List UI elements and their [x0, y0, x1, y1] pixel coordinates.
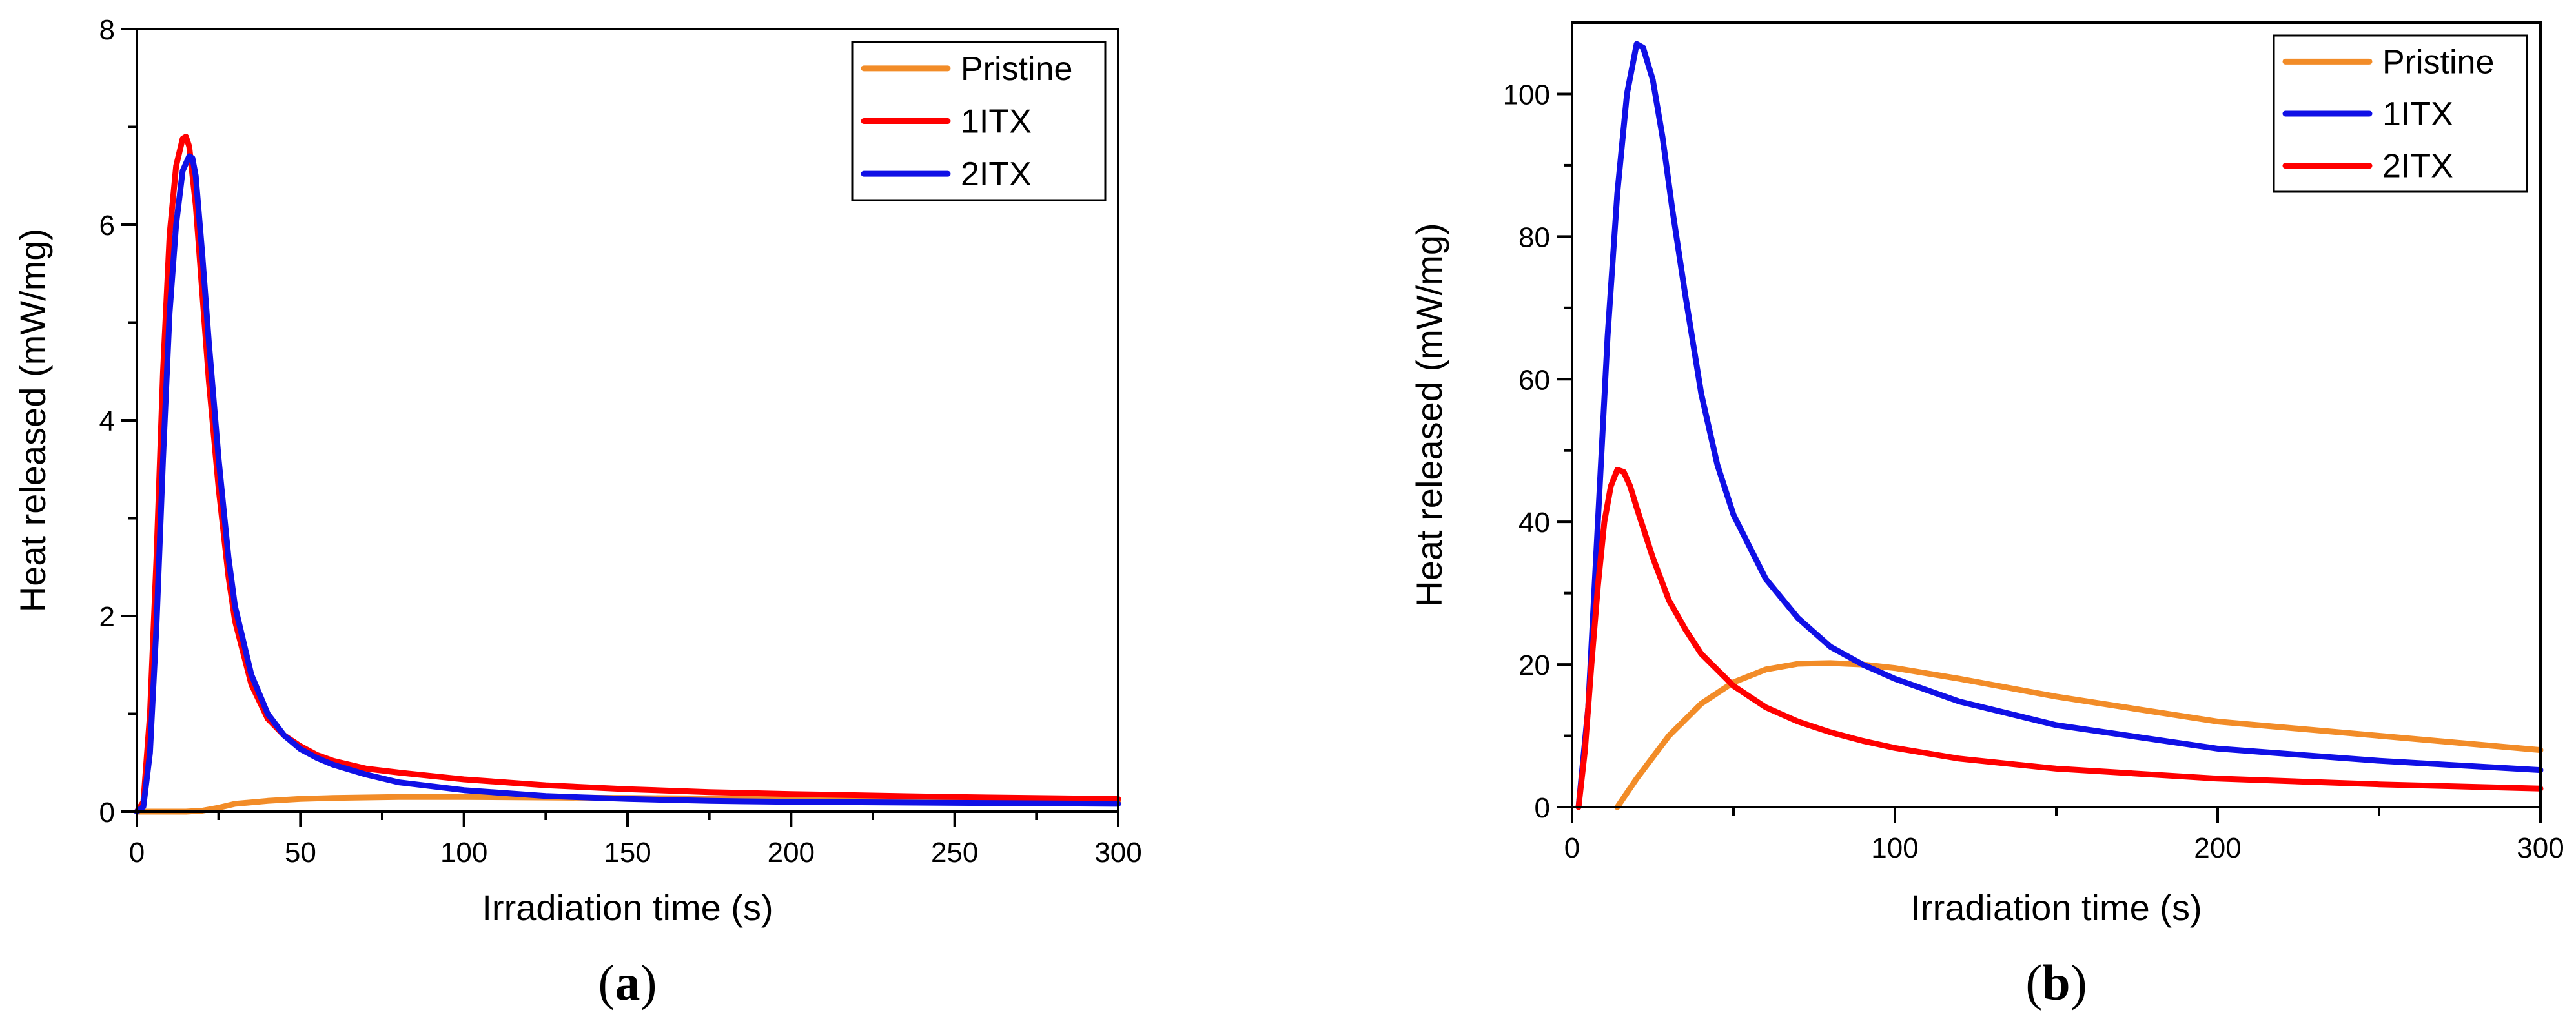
panel-a-x-tick-label: 0 [129, 837, 145, 868]
panel-a-y-tick-label: 2 [99, 601, 115, 633]
panel-a-legend-label-2itx: 2ITX [961, 156, 1032, 193]
panel-b-y-tick-label: 100 [1503, 79, 1550, 110]
panel-a-x-tick-label: 300 [1094, 837, 1141, 868]
panel-a-x-tick-label: 50 [285, 837, 316, 868]
panel-a-y-tick-label: 4 [99, 406, 115, 437]
panel-b-x-tick-label: 200 [2194, 832, 2241, 864]
panel-a-legend-label-1itx: 1ITX [961, 103, 1032, 141]
panel-a-y-tick-label: 0 [99, 797, 115, 828]
panel-b-y-tick-label: 0 [1535, 792, 1550, 824]
panel-a-series-1itx-line [134, 134, 1121, 815]
panel-b-series-1itx-line [1575, 41, 2544, 810]
panel-a-x-tick-label: 250 [931, 837, 978, 868]
panel-b-x-tick-label: 0 [1564, 832, 1580, 864]
panel-a-caption: (a) [598, 954, 657, 1011]
panel-b-series-group [1575, 41, 2544, 810]
panel-a-x-tick-label: 200 [768, 837, 815, 868]
panel-a-x-axis-label: Irradiation time (s) [482, 887, 773, 928]
panel-b-x-tick-label: 100 [1871, 832, 1918, 864]
panel-b-y-tick-label: 80 [1518, 221, 1550, 253]
panel-a-caption-letter: a [615, 954, 640, 1011]
panel-a-x-tick-label: 150 [604, 837, 651, 868]
panel-b-y-tick-label: 20 [1518, 650, 1550, 681]
chart-panel-b: 0 100 200 300 0 20 40 60 80 100 Irradiation time … [1409, 21, 2564, 1011]
panel-b-y-axis-label: Heat released (mW/mg) [1409, 223, 1449, 606]
panel-a-ticks: 0 50 100 150 200 250 300 0 2 4 6 8 [99, 14, 1142, 868]
panel-b-y-tick-label: 60 [1518, 364, 1550, 396]
chart-panel-a: 0 50 100 150 200 250 300 0 2 4 6 8 Irradiation time… [12, 14, 1142, 1011]
panel-a-y-tick-label: 8 [99, 14, 115, 46]
panel-b-caption-letter: b [2042, 954, 2070, 1011]
panel-a-y-tick-label: 6 [99, 210, 115, 241]
panel-b-series-pristine-line [1614, 660, 2544, 810]
panel-b-y-tick-label: 40 [1518, 507, 1550, 539]
panel-b-legend-label-2itx: 2ITX [2382, 148, 2453, 185]
panel-b-caption: (b) [2025, 954, 2087, 1011]
panel-b-x-tick-label: 300 [2517, 832, 2564, 864]
panel-a-series-2itx-line [134, 153, 1121, 815]
panel-b-legend-label-1itx: 1ITX [2382, 96, 2453, 133]
panel-b-series-2itx-line [1575, 467, 2544, 810]
panel-a-legend: Pristine 1ITX 2ITX [851, 41, 1107, 201]
panel-b-ticks: 0 100 200 300 0 20 40 60 80 100 [1503, 79, 2564, 864]
panel-a-x-tick-label: 100 [440, 837, 487, 868]
panel-b-legend: Pristine 1ITX 2ITX [2273, 34, 2528, 193]
panel-b-legend-label-pristine: Pristine [2382, 43, 2494, 81]
panel-a-legend-label-pristine: Pristine [961, 50, 1072, 88]
panel-b-x-axis-label: Irradiation time (s) [1910, 887, 2202, 928]
panel-a-series-group [134, 134, 1121, 815]
panel-a-y-axis-label: Heat released (mW/mg) [12, 229, 53, 612]
